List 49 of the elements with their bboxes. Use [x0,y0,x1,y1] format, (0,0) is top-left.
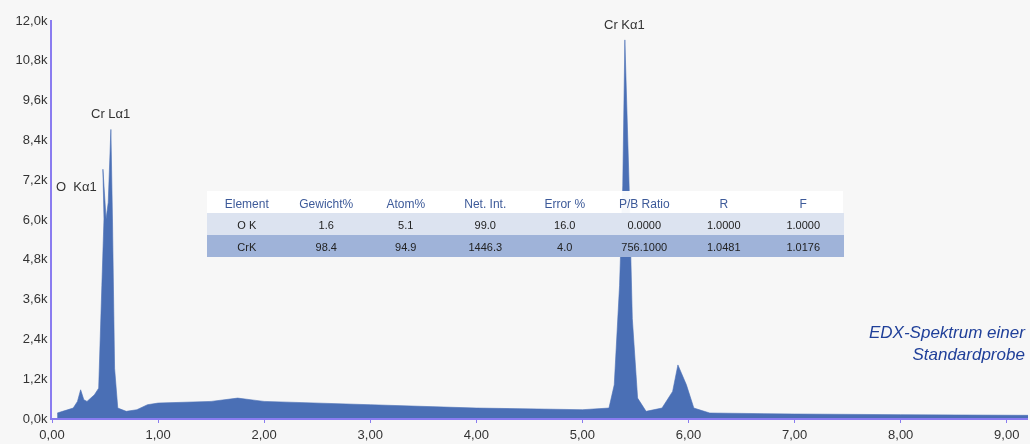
x-tick-label: 0,00 [39,426,65,442]
annotation: Element [224,197,270,211]
y-tick-label: 8,4k [22,131,48,147]
x-tick-label: 8,00 [888,426,914,442]
annotation: 1.0176 [786,241,821,254]
y-tick-label: 1,2k [22,370,48,386]
annotation: R [719,197,729,211]
y-tick-label: 12,0k [15,12,48,28]
x-tick-label: 9,00 [994,426,1020,442]
annotation: 94.9 [395,241,417,254]
annotation: O Kα1 [56,179,97,194]
y-tick-label: 9,6k [22,92,48,108]
annotation: 98.4 [315,241,337,254]
annotation: Cr Lα1 [91,106,131,121]
x-tick-label: 1,00 [145,426,171,442]
y-tick-label: 7,2k [22,171,48,187]
annotation: 1.6 [318,219,334,232]
y-tick-label: 0,0k [22,410,48,426]
annotation: CrK [237,241,257,254]
annotation: 1.0000 [706,219,741,232]
annotation: EDX-Spektrum einer Standardprobe [869,323,1027,365]
annotation: 0.0000 [627,219,662,232]
x-tick-label: 3,00 [357,426,383,442]
y-tick-label: 6,0k [22,211,48,227]
annotation: Atom% [386,197,426,211]
y-tick-label: 10,8k [15,52,48,68]
annotation: P/B Ratio [618,197,670,211]
annotation: 4.0 [557,241,573,254]
annotation: F [799,197,807,211]
annotation: Net. Int. [464,197,507,211]
annotation: O K [237,219,257,232]
annotation: 1.0000 [786,219,821,232]
annotation: 756.1000 [621,241,668,254]
x-tick-label: 2,00 [251,426,277,442]
annotation: Gewicht% [299,197,354,211]
y-tick-label: 4,8k [22,251,48,267]
annotation: 1.0481 [706,241,741,254]
annotation: Error % [544,197,586,211]
x-tick-label: 7,00 [781,426,808,442]
annotation: 1446.3 [468,241,503,254]
x-tick-label: 4,00 [463,426,490,442]
y-tick-label: 2,4k [22,330,48,346]
annotation: Cr Kα1 [604,17,645,32]
y-tick-label: 3,6k [22,291,48,307]
annotation: 99.0 [474,219,496,232]
x-tick-label: 5,00 [569,426,596,442]
annotation: 16.0 [554,219,576,232]
x-tick-label: 6,00 [675,426,702,442]
annotation: 5.1 [398,219,414,232]
